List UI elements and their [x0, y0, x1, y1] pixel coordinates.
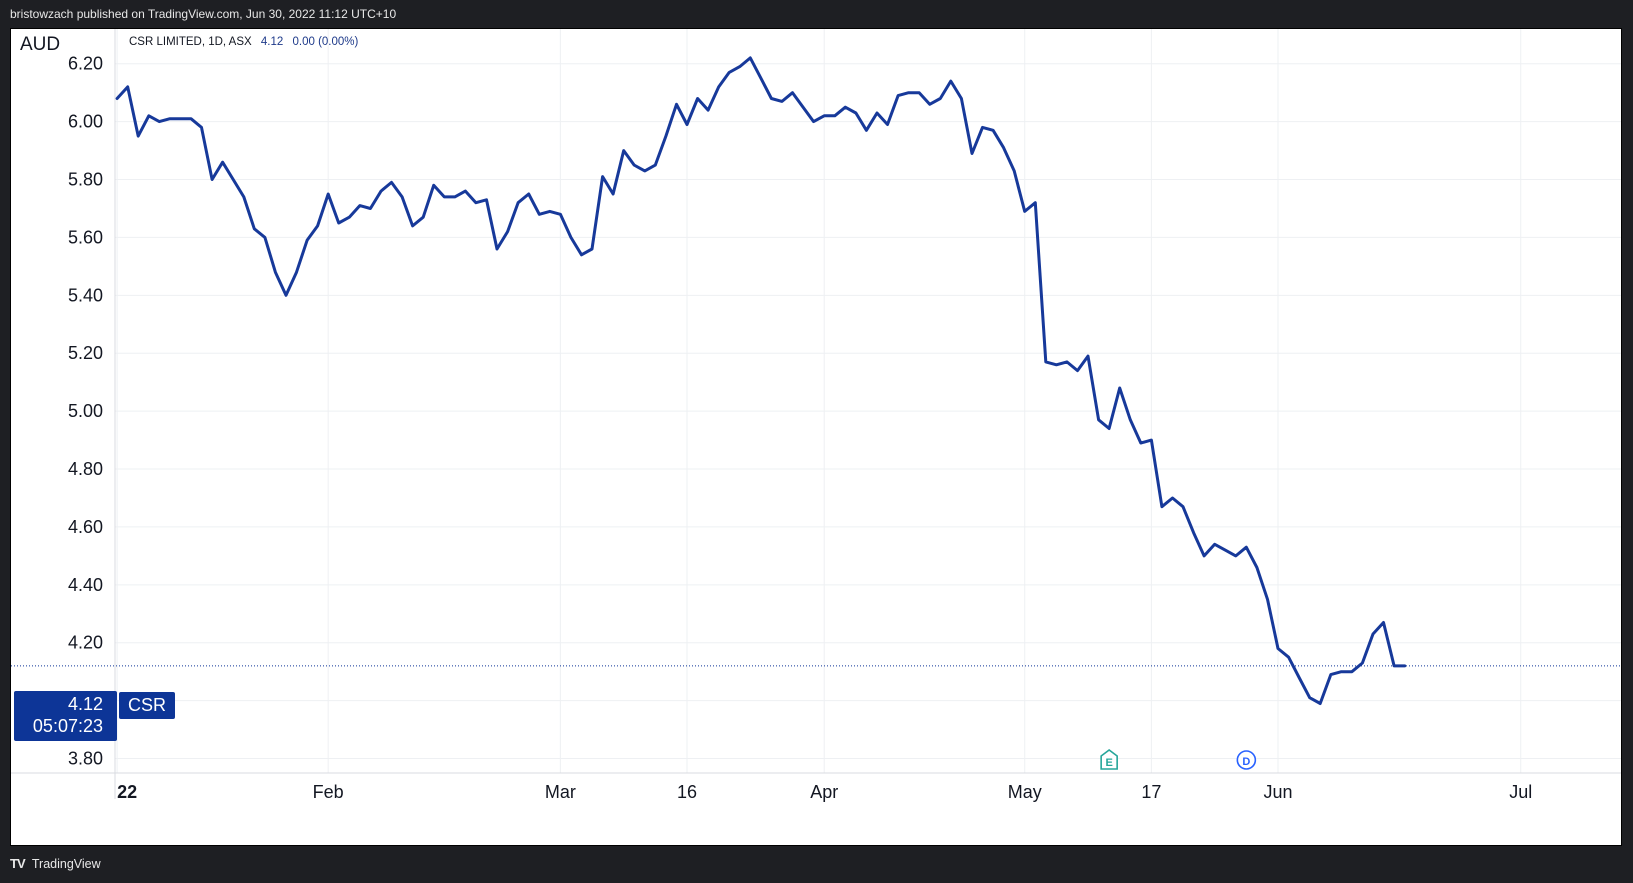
y-tick-label: 5.00: [68, 401, 103, 421]
y-tick-label: 4.20: [68, 633, 103, 653]
price-series-line: [115, 56, 1407, 705]
earnings-event-icon: [1100, 749, 1118, 770]
brand-name: TradingView: [31, 857, 101, 871]
y-tick-label: 4.80: [68, 459, 103, 479]
chart-legend[interactable]: CSR LIMITED, 1D, ASX 4.12 0.00 (0.00%): [129, 36, 358, 48]
y-tick-label: 5.20: [68, 343, 103, 363]
publish-info: bristowzach published on TradingView.com…: [10, 7, 397, 21]
chart-panel[interactable]: 3.804.004.204.404.604.805.005.205.405.60…: [10, 28, 1622, 846]
legend-title: CSR LIMITED, 1D, ASX: [129, 36, 252, 48]
price-chart[interactable]: 3.804.004.204.404.604.805.005.205.405.60…: [11, 29, 1621, 845]
event-label: D: [1242, 756, 1250, 768]
legend-change: 0.00 (0.00%): [292, 36, 359, 48]
x-tick-label: Apr: [810, 782, 838, 802]
axes: [11, 29, 1621, 799]
tradingview-logo-icon: TV: [10, 856, 26, 871]
y-tick-label: 4.60: [68, 517, 103, 537]
y-tick-label: 5.80: [68, 170, 103, 190]
currency-label[interactable]: AUD: [20, 34, 61, 55]
y-tick-label: 6.20: [68, 54, 103, 74]
x-tick-label: 17: [1141, 782, 1161, 802]
x-tick-label: Jun: [1263, 782, 1292, 802]
dividend-event-icon: [1236, 750, 1257, 770]
x-tick-label: Jul: [1509, 782, 1532, 802]
grid: [115, 29, 1621, 773]
bar-countdown-label: 05:07:23: [32, 716, 103, 736]
tick-labels: 3.804.004.204.404.604.805.005.205.405.60…: [68, 54, 1532, 802]
series-layer: [115, 56, 1407, 705]
y-tick-label: 5.60: [68, 227, 103, 247]
last-price-box: 4.12 05:07:23: [14, 691, 117, 741]
footer: TV TradingView: [10, 850, 101, 878]
legend-price: 4.12: [260, 36, 284, 48]
event-label: E: [1105, 757, 1112, 769]
y-tick-label: 4.40: [68, 575, 103, 595]
y-tick-label: 5.40: [68, 285, 103, 305]
symbol-tag: CSR: [119, 692, 176, 719]
y-tick-label: 3.80: [68, 749, 103, 769]
x-tick-label: Mar: [545, 782, 576, 802]
x-tick-label: 22: [117, 782, 137, 802]
x-tick-label: May: [1008, 782, 1042, 802]
last-price-label: 4.12: [67, 694, 103, 714]
x-tick-label: Feb: [313, 782, 344, 802]
y-tick-label: 6.00: [68, 112, 103, 132]
x-tick-label: 16: [677, 782, 697, 802]
